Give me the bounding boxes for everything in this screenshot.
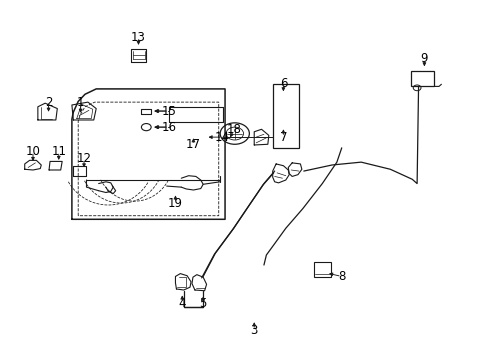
Text: 16: 16 bbox=[162, 121, 176, 134]
Bar bbox=[272, 84, 299, 148]
Text: 5: 5 bbox=[199, 297, 206, 310]
Bar bbox=[410, 71, 433, 86]
Text: 13: 13 bbox=[131, 31, 145, 44]
Text: 7: 7 bbox=[279, 131, 286, 144]
Text: 15: 15 bbox=[162, 104, 176, 118]
Text: 14: 14 bbox=[215, 131, 230, 144]
Text: 17: 17 bbox=[185, 139, 201, 152]
Text: 10: 10 bbox=[25, 145, 41, 158]
Text: 4: 4 bbox=[178, 297, 185, 310]
Text: 9: 9 bbox=[420, 52, 427, 65]
Text: 8: 8 bbox=[337, 270, 345, 283]
Text: 2: 2 bbox=[45, 96, 52, 109]
Text: 18: 18 bbox=[226, 123, 241, 136]
Text: 19: 19 bbox=[167, 197, 183, 210]
Bar bbox=[313, 262, 330, 277]
Text: 1: 1 bbox=[77, 96, 84, 109]
Text: 12: 12 bbox=[77, 152, 91, 165]
Text: 3: 3 bbox=[250, 324, 257, 337]
Text: 11: 11 bbox=[51, 145, 66, 158]
Text: 6: 6 bbox=[279, 77, 286, 90]
